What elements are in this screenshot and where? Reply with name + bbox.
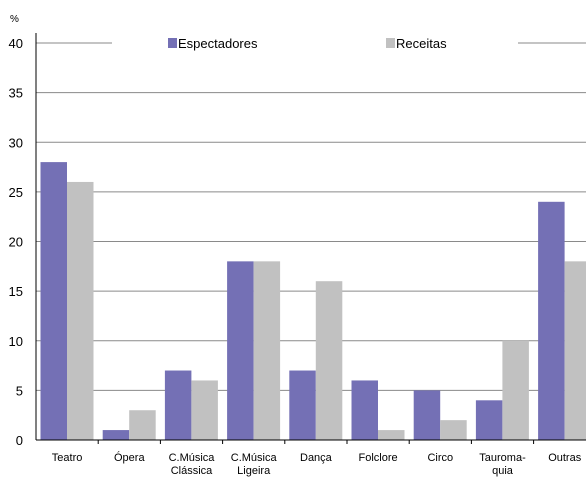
- bar-receitas-1: [129, 410, 156, 440]
- y-tick-label: 20: [9, 235, 23, 250]
- legend-swatch-receitas: [386, 38, 395, 48]
- y-tick-label: 0: [16, 433, 23, 448]
- y-tick-label: 15: [9, 284, 23, 299]
- x-tick-label: Folclore: [359, 452, 398, 464]
- y-tick-label: 35: [9, 86, 23, 101]
- x-tick-label: Circo: [427, 452, 453, 464]
- x-tick-label: Dança: [300, 452, 333, 464]
- bar-espectadores-4: [289, 371, 316, 440]
- bar-receitas-0: [67, 182, 94, 440]
- bar-receitas-6: [440, 420, 467, 440]
- legend-label-espectadores: Espectadores: [178, 36, 258, 51]
- y-tick-label: 30: [9, 135, 23, 150]
- legend-swatch-espectadores: [168, 38, 177, 48]
- y-tick-label: 40: [9, 36, 23, 51]
- y-tick-label: 5: [16, 383, 23, 398]
- y-tick-label: 10: [9, 334, 23, 349]
- x-tick-label: Ópera: [114, 451, 145, 464]
- bar-receitas-2: [191, 380, 218, 440]
- x-tick-label: Tauroma-quia: [479, 452, 526, 477]
- legend: Espectadores Receitas: [112, 35, 518, 53]
- bar-espectadores-5: [352, 380, 379, 440]
- bar-espectadores-6: [414, 390, 441, 440]
- legend-label-receitas: Receitas: [396, 36, 447, 51]
- x-tick-label: Outras: [548, 452, 582, 464]
- bar-espectadores-3: [227, 261, 254, 440]
- bar-espectadores-8: [538, 202, 565, 440]
- bar-receitas-3: [254, 261, 281, 440]
- grid-lines: [36, 43, 586, 390]
- y-tick-label: 25: [9, 185, 23, 200]
- bar-espectadores-1: [103, 430, 130, 440]
- bar-receitas-4: [316, 281, 343, 440]
- bar-receitas-5: [378, 430, 405, 440]
- y-axis-unit-label: %: [10, 14, 19, 25]
- bar-espectadores-0: [41, 162, 68, 440]
- bar-receitas-7: [502, 341, 529, 440]
- bar-receitas-8: [565, 261, 586, 440]
- bar-espectadores-7: [476, 400, 503, 440]
- bars: [41, 162, 586, 440]
- x-tick-label: Teatro: [52, 452, 83, 464]
- bar-espectadores-2: [165, 371, 192, 440]
